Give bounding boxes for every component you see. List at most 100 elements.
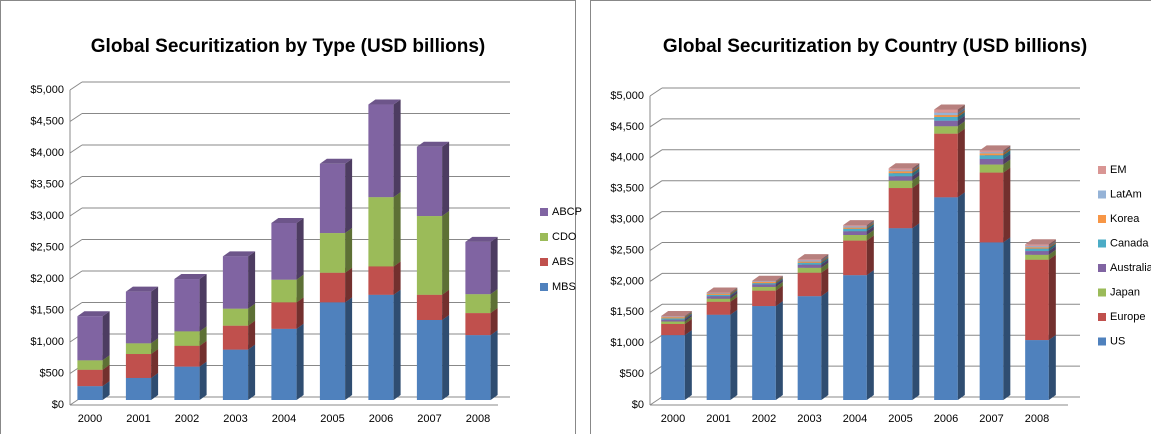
bar-side xyxy=(957,192,965,400)
legend-swatch xyxy=(1098,166,1106,174)
chart-title: Global Securitization by Type (USD billi… xyxy=(91,36,485,57)
bar-side xyxy=(957,104,965,113)
y-tick-label: $500 xyxy=(40,367,64,379)
bar xyxy=(1025,254,1049,260)
bar-side xyxy=(821,254,829,261)
bar-top xyxy=(888,163,920,169)
bar xyxy=(706,294,731,297)
bar xyxy=(1025,340,1049,400)
legend-swatch xyxy=(540,208,548,216)
y-tick-label: $0 xyxy=(52,399,64,411)
bar-side xyxy=(775,281,783,291)
bar xyxy=(979,172,1004,243)
bar xyxy=(752,284,776,287)
bar xyxy=(934,112,958,116)
bar xyxy=(888,170,913,172)
bar xyxy=(979,152,1004,154)
bar xyxy=(661,321,685,324)
legend-swatch xyxy=(1098,239,1106,248)
bar xyxy=(797,264,822,268)
bar xyxy=(174,331,200,346)
bar-top xyxy=(752,275,783,281)
y-tick-label: $4,500 xyxy=(30,115,64,127)
bar-side xyxy=(684,330,692,400)
bar-side xyxy=(1048,239,1056,247)
legend-label: ABCP xyxy=(552,206,582,218)
bar-side xyxy=(296,323,304,400)
bar-top xyxy=(77,311,110,317)
bar xyxy=(752,283,776,285)
bar-side xyxy=(151,286,159,344)
bar-top xyxy=(706,287,738,293)
bar xyxy=(661,335,685,400)
y-tick-label: $1,000 xyxy=(610,337,644,349)
y-tick-label: $2,000 xyxy=(30,273,64,285)
bar-side xyxy=(912,183,920,229)
bar xyxy=(465,241,491,295)
grid-diagonal xyxy=(649,396,663,406)
x-tick-label: 2001 xyxy=(126,413,150,425)
bar xyxy=(934,120,958,127)
bar-top xyxy=(271,217,304,223)
x-tick-label: 2002 xyxy=(752,413,776,425)
legend-label: Korea xyxy=(1110,213,1140,225)
legend-swatch xyxy=(1098,264,1106,272)
bar xyxy=(271,279,297,303)
bar-side xyxy=(775,276,783,284)
bar xyxy=(125,291,152,344)
bar-side xyxy=(912,165,920,172)
bar-side xyxy=(775,275,783,282)
bar xyxy=(934,133,958,198)
bar xyxy=(368,197,394,267)
bar xyxy=(1025,246,1049,248)
bar-side xyxy=(957,111,965,121)
bar-side xyxy=(1048,249,1056,260)
bar xyxy=(934,126,958,134)
bar-side xyxy=(912,163,920,171)
bar-side xyxy=(957,107,965,116)
bar-side xyxy=(1003,145,1011,153)
bar xyxy=(271,328,297,400)
bar xyxy=(661,323,685,336)
bar-side xyxy=(730,289,738,297)
bar-side xyxy=(866,226,874,235)
bar-top xyxy=(843,220,874,226)
bar-side xyxy=(730,293,738,302)
bar xyxy=(368,266,394,295)
bar-side xyxy=(821,255,829,262)
bar-side xyxy=(1048,254,1056,341)
bar-side xyxy=(912,223,920,400)
bar-side xyxy=(730,288,738,295)
bar xyxy=(125,343,152,355)
bar-top xyxy=(797,254,829,260)
bar xyxy=(888,168,913,171)
y-tick-label: $4,500 xyxy=(610,121,644,133)
bar xyxy=(706,298,731,302)
bar-side xyxy=(912,175,920,189)
bar xyxy=(706,292,731,294)
chart-title: Global Securitization by Country (USD bi… xyxy=(663,36,1087,57)
bar-side xyxy=(821,257,829,265)
bar xyxy=(934,197,958,400)
bar-top xyxy=(1025,239,1056,245)
bar-top xyxy=(368,99,401,105)
x-tick-label: 2004 xyxy=(272,413,296,425)
bar-side xyxy=(1048,246,1056,255)
bar xyxy=(843,240,867,276)
bar-side xyxy=(821,267,829,297)
bar xyxy=(368,294,394,400)
bar xyxy=(843,228,867,232)
x-tick-label: 2001 xyxy=(706,413,730,425)
bar-side xyxy=(442,314,450,400)
bar-top xyxy=(661,310,692,316)
bar xyxy=(465,294,491,314)
legend-label: Europe xyxy=(1110,311,1145,323)
bar xyxy=(888,176,913,181)
bar-side xyxy=(393,99,401,198)
y-tick-label: $1,000 xyxy=(30,336,64,348)
bar xyxy=(174,366,200,400)
bar-side xyxy=(296,297,304,329)
legend-label: Australia xyxy=(1110,262,1151,274)
bar xyxy=(979,155,1004,159)
